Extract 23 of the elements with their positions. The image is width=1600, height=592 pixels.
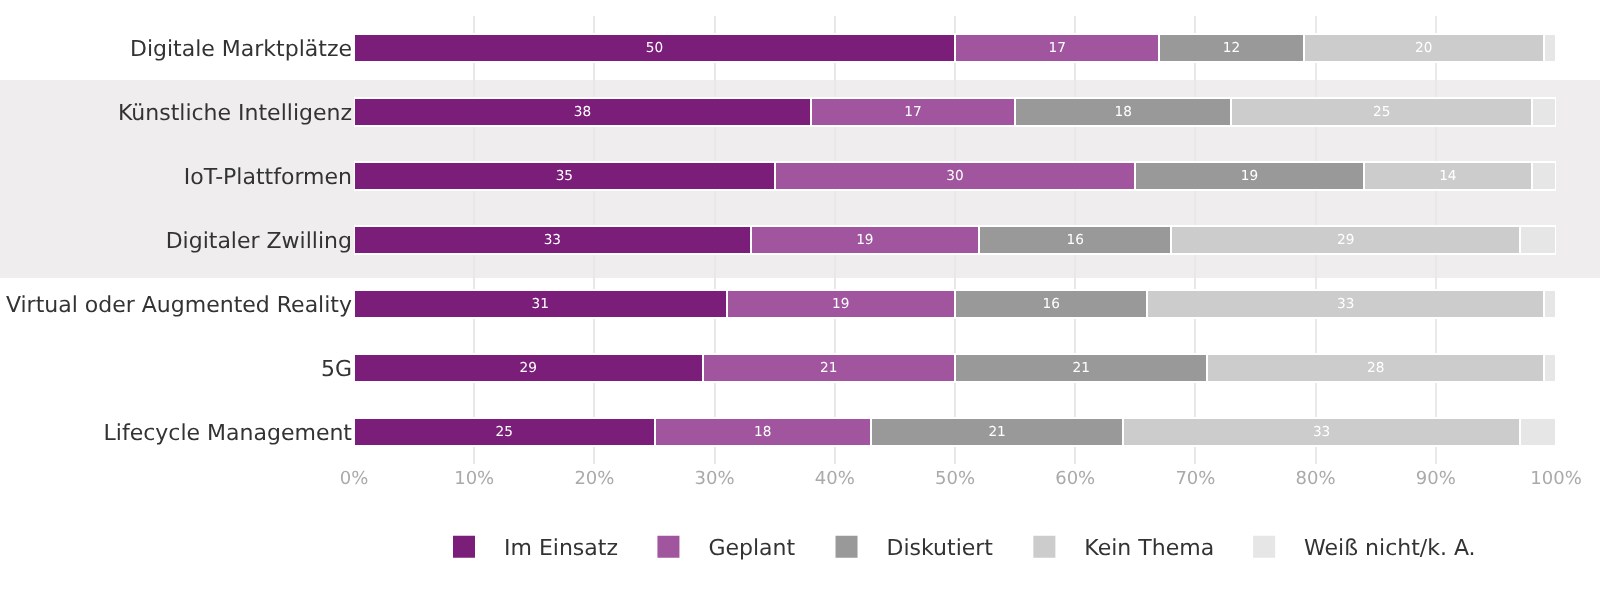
y-tick-label: Digitale Marktplätze: [129, 35, 353, 62]
x-tick-label: 40%: [814, 470, 856, 490]
x-tick-label: 70%: [1175, 470, 1217, 490]
y-tick-label: Lifecycle Management: [103, 419, 354, 446]
y-tick-label: IoT-Plattformen: [183, 163, 353, 190]
y-tick-label: 5G: [320, 355, 352, 382]
legend-label: Weiß nicht/k. A.: [1304, 535, 1476, 562]
x-tick-label: 80%: [1295, 470, 1337, 490]
x-tick-label: 10%: [454, 470, 496, 490]
y-tick-label: Künstliche Intelligenz: [117, 99, 353, 126]
x-tick-label: 60%: [1055, 470, 1097, 490]
x-tick-label: 50%: [934, 470, 976, 490]
legend-label: Kein Thema: [1084, 535, 1215, 562]
y-tick-label: Digitaler Zwilling: [165, 227, 352, 254]
x-tick-label: 30%: [694, 470, 736, 490]
legend-label: Geplant: [708, 535, 797, 562]
x-tick-label: 90%: [1415, 470, 1457, 490]
x-tick-label: 20%: [574, 470, 616, 490]
legend-label: Im Einsatz: [504, 535, 619, 562]
y-tick-label: Virtual oder Augmented Reality: [5, 291, 353, 318]
x-tick-label: 100%: [1530, 470, 1583, 490]
x-tick-label: 0%: [339, 470, 370, 490]
legend-label: Diskutiert: [886, 535, 995, 562]
